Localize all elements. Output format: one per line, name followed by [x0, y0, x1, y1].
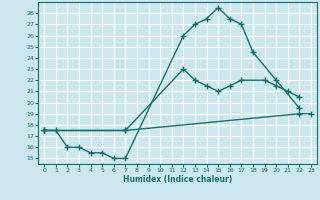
X-axis label: Humidex (Indice chaleur): Humidex (Indice chaleur) [123, 175, 232, 184]
